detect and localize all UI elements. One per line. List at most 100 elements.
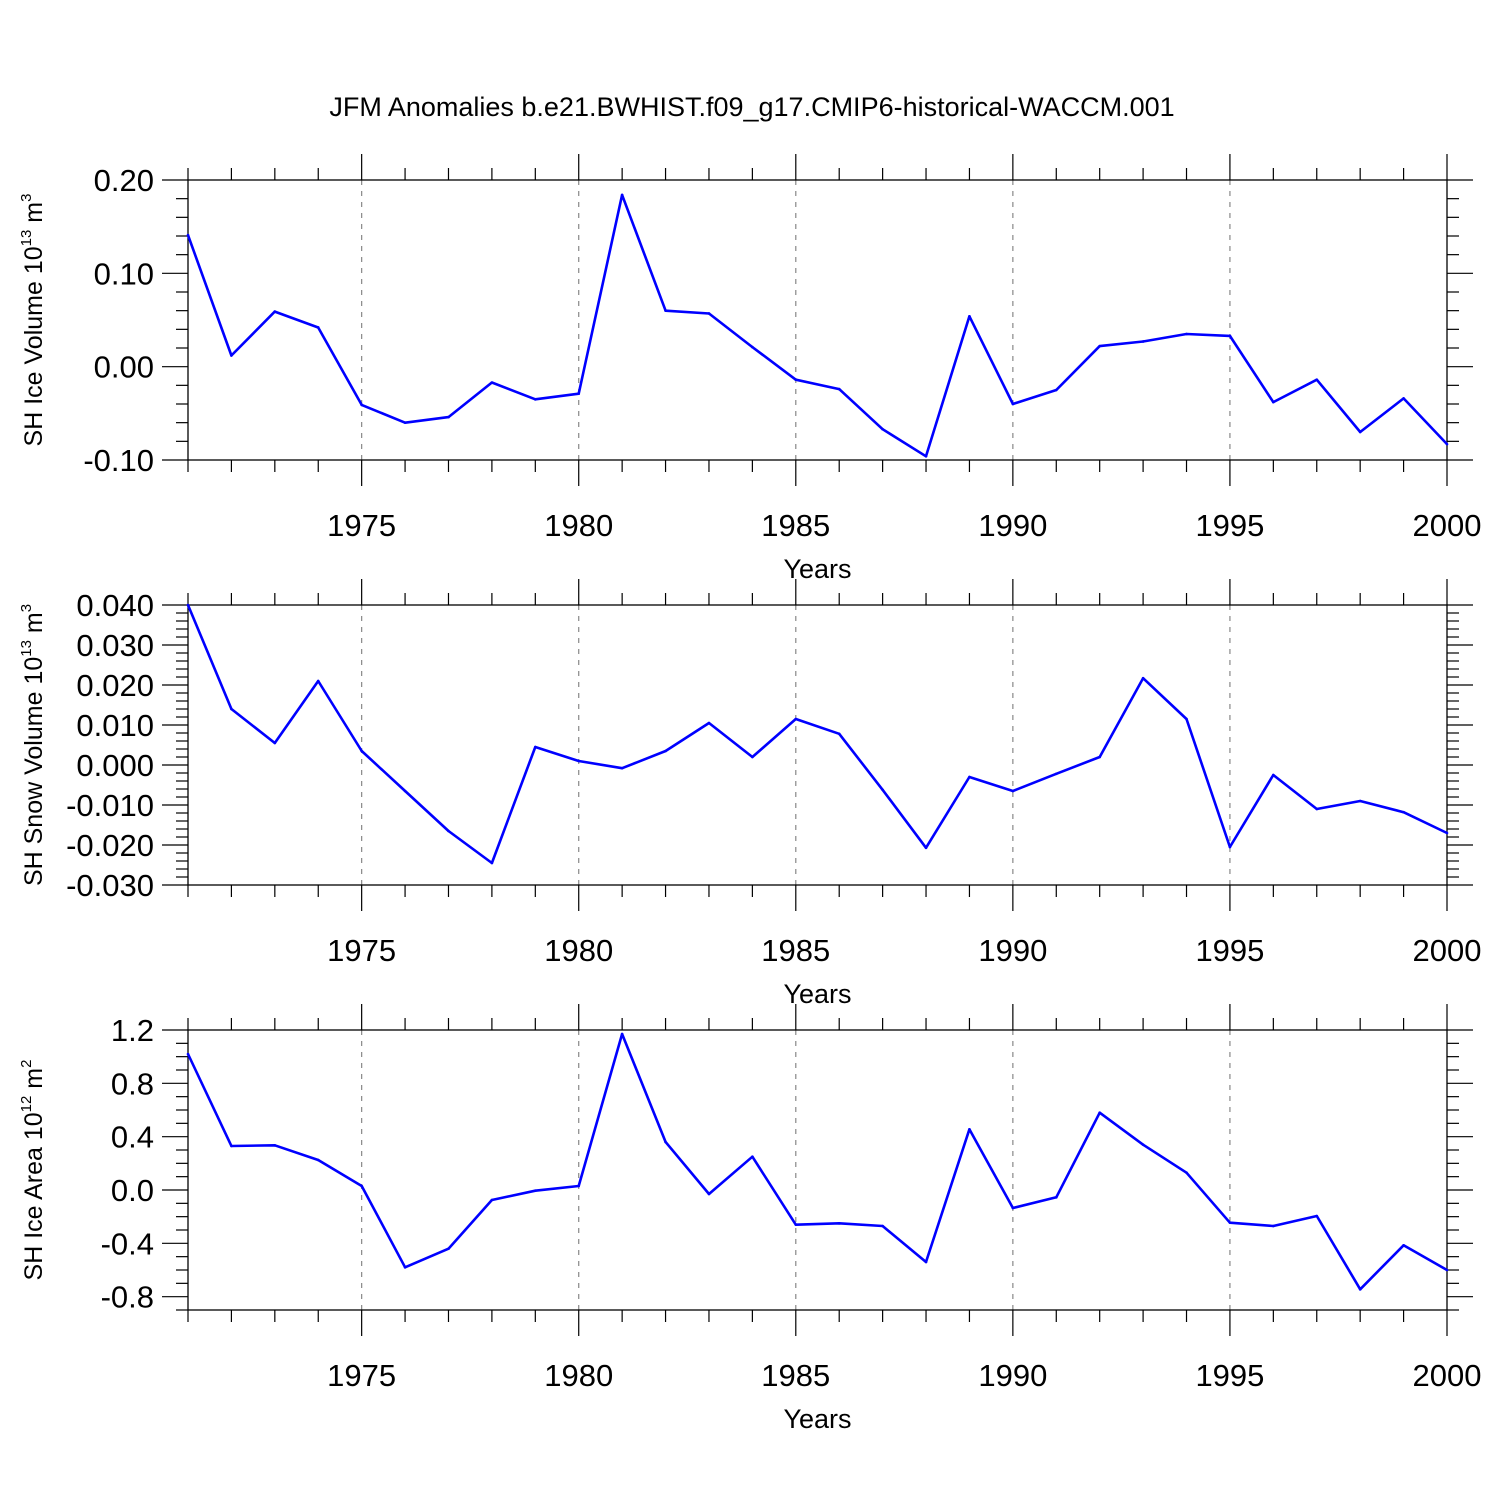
data-point: [1141, 1143, 1145, 1146]
data-point: [360, 749, 363, 753]
data-point: [230, 1144, 233, 1148]
plot-frame: [187, 604, 1448, 886]
y-tick-label: 0.000: [76, 748, 154, 783]
y-tick-label: -0.8: [101, 1280, 154, 1315]
data-point: [1358, 799, 1362, 803]
data-point: [273, 1144, 277, 1147]
data-point: [620, 193, 624, 197]
data-point: [186, 233, 190, 237]
data-point: [1228, 334, 1232, 338]
data-point: [968, 314, 971, 318]
data-point: [664, 309, 667, 312]
data-point: [1011, 789, 1015, 793]
y-tick-label: -0.030: [66, 868, 154, 903]
data-point: [1185, 332, 1188, 336]
x-tick-label: 1990: [978, 1358, 1047, 1393]
data-point: [447, 1247, 450, 1250]
data-point: [751, 345, 754, 349]
y-tick-label: -0.4: [101, 1226, 154, 1261]
data-point: [273, 310, 277, 313]
data-point: [1141, 340, 1145, 343]
y-axis-label-superscript: 13: [18, 230, 35, 247]
data-point: [316, 679, 320, 683]
x-tick-label: 1980: [544, 508, 613, 543]
x-tick-label: 1990: [978, 508, 1047, 543]
data-point: [794, 378, 798, 382]
data-point: [1185, 717, 1188, 721]
data-point: [577, 759, 581, 763]
data-point: [1315, 807, 1319, 811]
y-tick-label: -0.10: [83, 443, 154, 478]
data-point: [1272, 1224, 1275, 1228]
x-axis-label: Years: [783, 554, 851, 584]
series-line: [186, 193, 1448, 458]
data-point: [968, 775, 971, 779]
y-axis-label-superscript: 12: [18, 1096, 35, 1113]
data-point: [837, 387, 841, 391]
data-point: [1272, 400, 1275, 404]
data-point: [1445, 831, 1449, 835]
x-tick-label: 2000: [1413, 933, 1482, 968]
x-tick-label: 1985: [761, 508, 830, 543]
y-tick-label: -0.020: [66, 828, 154, 863]
data-point: [534, 1189, 537, 1192]
y-tick-label: 0.20: [94, 163, 154, 198]
data-point: [186, 603, 190, 607]
figure-title: JFM Anomalies b.e21.BWHIST.f09_g17.CMIP6…: [329, 92, 1174, 122]
x-tick-label: 1985: [761, 933, 830, 968]
y-axis-label-text: m: [20, 202, 48, 230]
y-axis-label-superscript: 3: [18, 194, 35, 202]
data-point: [1445, 1268, 1449, 1272]
data-point: [1098, 1111, 1101, 1114]
y-tick-label: 0.020: [76, 668, 154, 703]
data-point: [881, 1224, 884, 1228]
data-point: [1315, 378, 1319, 382]
x-tick-label: 2000: [1413, 508, 1482, 543]
data-point: [837, 732, 841, 736]
y-tick-label: 0.00: [94, 350, 154, 385]
data-point: [447, 829, 450, 833]
data-point: [316, 326, 320, 329]
data-point: [924, 454, 928, 458]
data-point: [664, 749, 667, 753]
data-point: [1141, 676, 1145, 680]
data-point: [1054, 772, 1058, 776]
y-tick-label: 0.4: [111, 1120, 154, 1155]
data-point: [534, 398, 537, 401]
data-point: [1402, 810, 1405, 814]
plot-frame: [187, 1029, 1448, 1311]
data-point: [707, 312, 711, 315]
data-point: [1228, 845, 1232, 849]
data-point: [447, 415, 450, 419]
data-point: [230, 707, 233, 711]
data-point: [1228, 1221, 1232, 1224]
data-point: [620, 1032, 624, 1036]
data-point: [881, 788, 884, 792]
data-point: [490, 1198, 494, 1202]
series-line: [186, 1032, 1448, 1291]
x-tick-label: 1995: [1195, 933, 1264, 968]
data-point: [1402, 397, 1405, 400]
x-tick-label: 1980: [544, 1358, 613, 1393]
x-tick-label: 1975: [327, 508, 396, 543]
chart-panel-sh-ice-volume: 1975 1980 1985 1990 1995 2000 -0.10 0.00 0.10 0.2…: [18, 154, 1481, 584]
data-point: [1315, 1214, 1319, 1218]
data-point: [577, 392, 581, 396]
y-axis-label: SH Snow Volume 1013 m3: [18, 604, 48, 886]
data-point: [403, 1266, 407, 1269]
y-axis-label-text: m: [20, 1068, 48, 1096]
data-point: [664, 1140, 667, 1144]
data-point: [316, 1158, 320, 1162]
data-point: [1054, 1196, 1058, 1199]
y-axis-label-text: m: [20, 612, 48, 640]
data-point: [794, 717, 798, 721]
y-axis-label-text: SH Ice Volume 10: [20, 246, 48, 446]
y-axis-label-superscript: 2: [18, 1060, 35, 1068]
data-point: [403, 789, 407, 793]
y-tick-label: 0.8: [111, 1066, 154, 1101]
data-point: [1098, 755, 1101, 759]
data-point: [1185, 1171, 1188, 1174]
data-point: [1402, 1244, 1405, 1247]
x-tick-label: 1985: [761, 1358, 830, 1393]
